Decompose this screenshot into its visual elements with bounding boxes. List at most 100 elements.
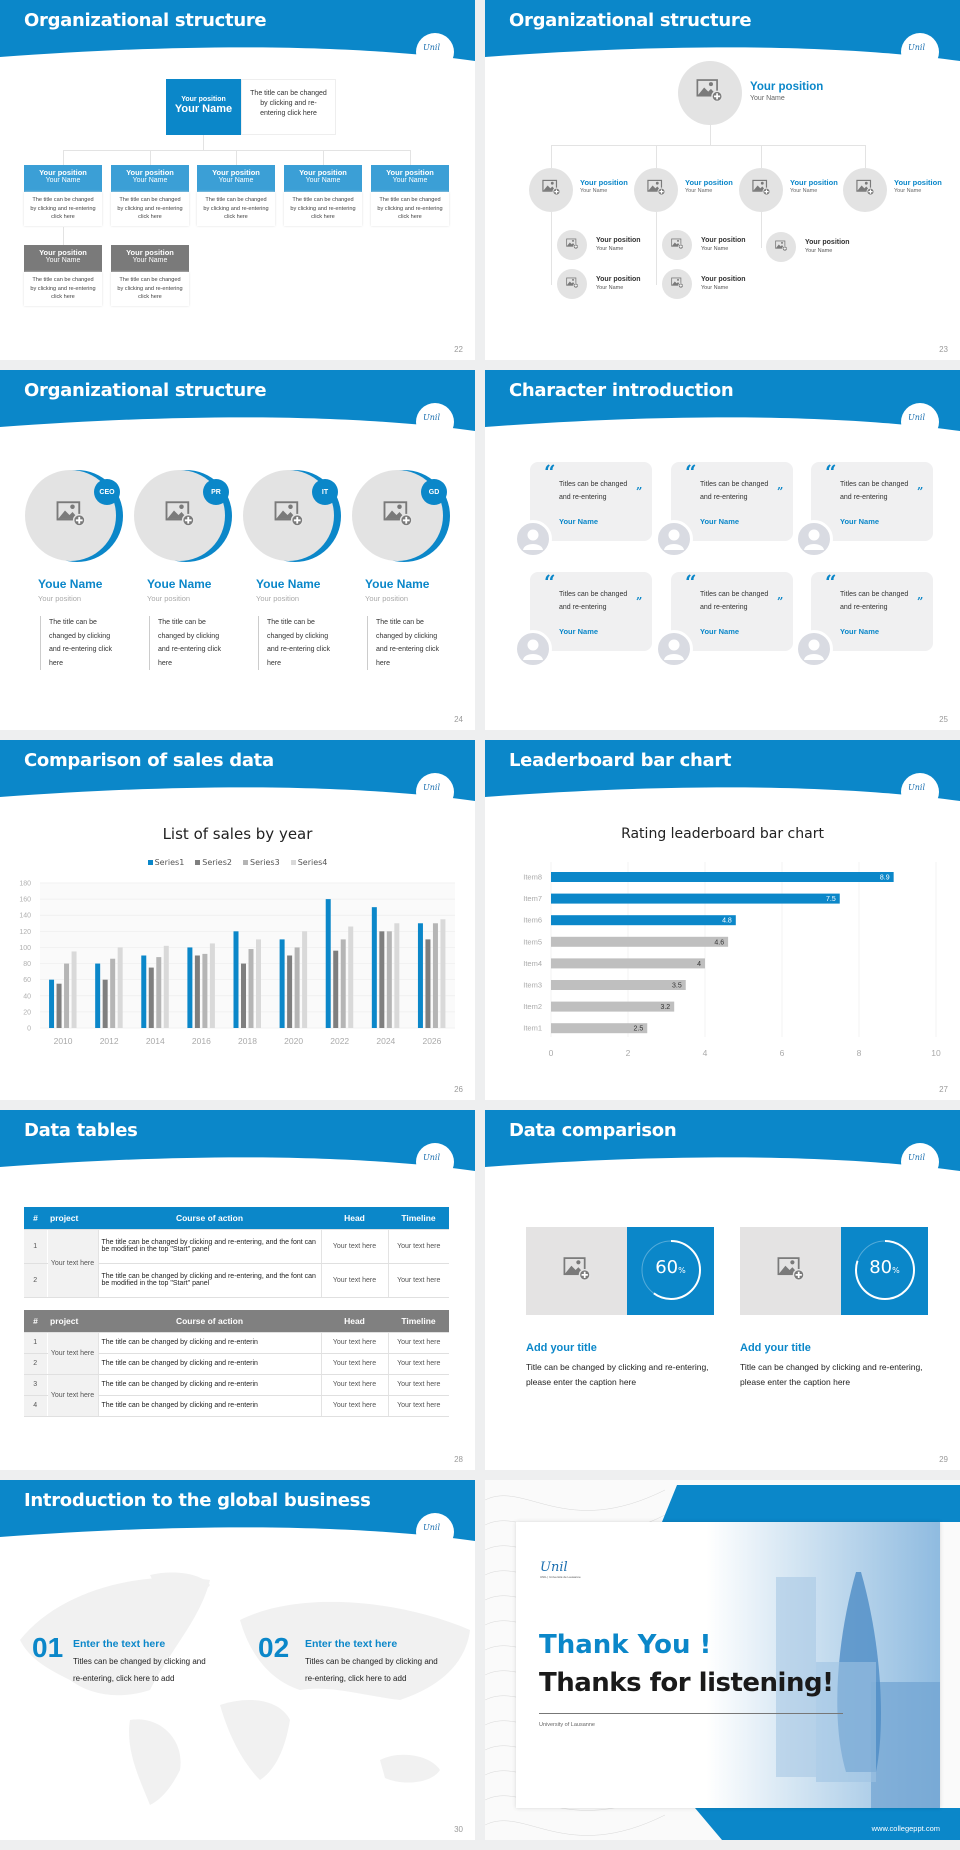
- progress-ring: [641, 1240, 701, 1300]
- position-card-header: Your position Your Name: [111, 245, 189, 272]
- position-card[interactable]: Your position Your Name The title can be c…: [284, 165, 362, 226]
- position-card[interactable]: Your position Your Name The title can be c…: [24, 245, 102, 306]
- bar-series2-2012: [102, 979, 108, 1028]
- small-avatar-placeholder[interactable]: [766, 232, 796, 262]
- legend-swatch: [290, 860, 296, 865]
- quote-card[interactable]: “Titles can be changed and re-entering ” Y…: [671, 460, 793, 541]
- image-placeholder-icon: [383, 500, 413, 532]
- bar-series4-2018: [256, 939, 261, 1028]
- head-cell: Your text here: [320, 1332, 388, 1354]
- name-label: Your Name: [392, 177, 428, 184]
- header-band: [0, 1110, 475, 1171]
- open-quote-icon: “: [544, 570, 556, 594]
- card-name: Your Name: [559, 517, 599, 526]
- legend-swatch: [243, 860, 248, 865]
- bar-item7: [551, 893, 840, 904]
- position-description: The title can be changed by clicking and…: [111, 272, 189, 306]
- small-avatar-placeholder[interactable]: [662, 269, 692, 299]
- plot-area-background: [40, 883, 455, 1028]
- table-row[interactable]: 1 Your text here The title can be changed …: [24, 1229, 449, 1298]
- table-row[interactable]: 2 The title can be changed by clicking an…: [24, 1263, 449, 1298]
- slide-29-data-comparison[interactable]: Data comparison Unil 29 60% Add your title Ti…: [485, 1110, 960, 1470]
- avatar-placeholder[interactable]: [843, 168, 887, 212]
- quote-text: Titles can be changed and re-entering: [700, 591, 769, 611]
- slide-24-team-members[interactable]: Organizational structure Unil 24 CEO Youe Na…: [0, 370, 475, 730]
- head-cell: Your text here: [320, 1229, 388, 1264]
- quote-card[interactable]: “Titles can be changed and re-entering ” Y…: [811, 570, 933, 651]
- position-card[interactable]: Your position Your Name The title can be c…: [24, 165, 102, 226]
- table-row[interactable]: 1 Your text here The title can be changed …: [24, 1332, 449, 1375]
- bar-series3-2012: [110, 958, 116, 1028]
- member-name: Youe Name: [147, 577, 212, 591]
- quote-card[interactable]: “Titles can be changed and re-entering ” Y…: [671, 570, 793, 651]
- category-label: Item7: [523, 894, 542, 903]
- role-badge: IT: [312, 479, 338, 505]
- avatar-placeholder[interactable]: [634, 168, 678, 212]
- category-label: Item3: [523, 981, 542, 990]
- contour-line: [485, 1489, 666, 1511]
- category-label: Item1: [523, 1024, 542, 1033]
- quote-card[interactable]: “Titles can be changed and re-entering ” Y…: [530, 460, 652, 541]
- table-row[interactable]: 3 Your text here The title can be changed …: [24, 1374, 449, 1417]
- quote-card[interactable]: “Titles can be changed and re-entering ” Y…: [530, 570, 652, 651]
- name-label: Your Name: [45, 177, 81, 184]
- role-badge-label: GD: [428, 488, 440, 496]
- university-logo: Unil: [901, 1143, 939, 1181]
- position-card-header: Your position Your Name: [284, 165, 362, 192]
- quote-text: Titles can be changed and re-entering: [840, 591, 909, 611]
- continent-south-america: [129, 1719, 181, 1805]
- top-avatar-placeholder[interactable]: [678, 61, 742, 125]
- y-tick-label: 180: [19, 881, 31, 888]
- slide-31-thank-you[interactable]: Unil UNIL | Université de Lausanne Thank Y…: [485, 1480, 960, 1840]
- member-description: The title can be changed by clicking and…: [149, 616, 230, 670]
- header-band: [0, 0, 475, 61]
- quote-card[interactable]: “Titles can be changed and re-entering ” Y…: [811, 460, 933, 541]
- position-card[interactable]: Your position Your Name The title can be c…: [111, 245, 189, 306]
- top-position-box[interactable]: Your position Your Name: [166, 79, 241, 135]
- slide-30-global-business[interactable]: Introduction to the global business Unil 3…: [0, 1480, 475, 1840]
- bar-series1-2026: [417, 923, 423, 1028]
- y-tick-label: 120: [19, 929, 31, 936]
- position-card[interactable]: Your position Your Name The title can be c…: [197, 165, 275, 226]
- percent-value: 80%: [841, 1257, 928, 1278]
- university-logo: Unil: [901, 403, 939, 441]
- slide-25-character-introduction[interactable]: Character introduction Unil 25 “Titles can …: [485, 370, 960, 730]
- y-tick-label: 100: [19, 945, 31, 952]
- connector-line: [761, 145, 762, 168]
- name-label: Your Name: [305, 177, 341, 184]
- member-photo-placeholder[interactable]: [352, 470, 443, 561]
- bar-item4: [551, 958, 705, 969]
- connector-line: [551, 145, 552, 168]
- slide-23-org-chart-circles[interactable]: Organizational structure Unil 23 Your posit…: [485, 0, 960, 360]
- quote-text: Titles can be changed and re-entering: [840, 481, 909, 501]
- slide-title: Introduction to the global business: [24, 1490, 371, 1511]
- slide-22-org-chart-boxes[interactable]: Organizational structure Unil 22 Your posit…: [0, 0, 475, 360]
- slide-28-data-tables[interactable]: Data tables Unil 28 # project Course of actio…: [0, 1110, 475, 1470]
- table-row[interactable]: 4 The title can be changed by clicking an…: [24, 1395, 449, 1417]
- continent-australia: [380, 1754, 440, 1783]
- bar-series1-2018: [233, 931, 239, 1028]
- chart-legend: Series1 Series2 Series3 Series4: [0, 858, 475, 867]
- small-avatar-placeholder[interactable]: [557, 269, 587, 299]
- position-label: Your position: [685, 178, 733, 187]
- image-placeholder-icon: [856, 179, 875, 201]
- small-avatar-placeholder[interactable]: [662, 230, 692, 260]
- small-avatar-placeholder[interactable]: [557, 230, 587, 260]
- slide-26-sales-chart[interactable]: Comparison of sales data Unil 26 List of sa…: [0, 740, 475, 1100]
- image-placeholder[interactable]: [740, 1227, 841, 1315]
- action-cell: The title can be changed by clicking and…: [97, 1374, 321, 1396]
- world-map-background: [20, 1572, 470, 1805]
- avatar-placeholder[interactable]: [529, 168, 573, 212]
- contour-lines-background: [485, 1485, 960, 1840]
- bar-item8: [551, 872, 894, 882]
- position-card[interactable]: Your position Your Name The title can be c…: [111, 165, 189, 226]
- position-card[interactable]: Your position Your Name The title can be c…: [371, 165, 449, 226]
- slide-27-leaderboard-chart[interactable]: Leaderboard bar chart Unil 27 Rating leader…: [485, 740, 960, 1100]
- member-description: The title can be changed by clicking and…: [367, 616, 448, 670]
- website-url[interactable]: www.collegeppt.com: [871, 1824, 940, 1833]
- avatar-placeholder[interactable]: [739, 168, 783, 212]
- image-placeholder[interactable]: [526, 1227, 627, 1315]
- table-row[interactable]: 2 The title can be changed by clicking an…: [24, 1353, 449, 1375]
- card-name: Your Name: [700, 517, 740, 526]
- quote-text: Titles can be changed and re-entering: [700, 481, 769, 501]
